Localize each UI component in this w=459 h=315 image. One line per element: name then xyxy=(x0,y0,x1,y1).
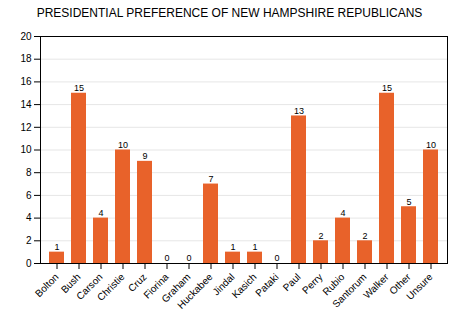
svg-text:Rubio: Rubio xyxy=(320,271,347,298)
svg-text:Walker: Walker xyxy=(361,271,391,301)
svg-text:4: 4 xyxy=(98,208,103,218)
svg-text:Perry: Perry xyxy=(300,271,325,296)
svg-text:16: 16 xyxy=(20,76,32,87)
svg-text:0: 0 xyxy=(274,253,279,263)
svg-text:Cruz: Cruz xyxy=(126,271,149,294)
svg-text:15: 15 xyxy=(382,83,392,93)
svg-text:1: 1 xyxy=(54,242,59,252)
svg-text:Graham: Graham xyxy=(159,271,193,305)
svg-text:9: 9 xyxy=(142,151,147,161)
svg-text:4: 4 xyxy=(26,212,32,223)
svg-text:2: 2 xyxy=(362,231,367,241)
svg-text:12: 12 xyxy=(20,122,32,133)
svg-text:0: 0 xyxy=(26,258,32,269)
svg-text:4: 4 xyxy=(340,208,345,218)
svg-text:Santorum: Santorum xyxy=(330,271,369,310)
svg-text:14: 14 xyxy=(20,99,32,110)
svg-text:0: 0 xyxy=(164,253,169,263)
svg-text:18: 18 xyxy=(20,53,32,64)
svg-text:2: 2 xyxy=(26,235,32,246)
svg-text:1: 1 xyxy=(252,242,257,252)
svg-text:Unsure: Unsure xyxy=(404,271,435,302)
svg-text:Fiorina: Fiorina xyxy=(141,271,171,301)
svg-text:Carson: Carson xyxy=(74,271,105,302)
svg-text:Kasich: Kasich xyxy=(230,271,259,300)
svg-text:Huckabee: Huckabee xyxy=(175,271,215,311)
svg-text:20: 20 xyxy=(20,31,32,42)
svg-text:1: 1 xyxy=(230,242,235,252)
svg-text:6: 6 xyxy=(26,190,32,201)
svg-text:8: 8 xyxy=(26,167,32,178)
svg-text:13: 13 xyxy=(294,106,304,116)
svg-text:Other: Other xyxy=(387,271,413,297)
svg-text:10: 10 xyxy=(118,140,128,150)
svg-text:10: 10 xyxy=(426,140,436,150)
svg-text:Paul: Paul xyxy=(281,271,303,293)
svg-text:2: 2 xyxy=(318,231,323,241)
svg-text:Pataki: Pataki xyxy=(253,271,280,298)
svg-text:7: 7 xyxy=(208,174,213,184)
svg-text:15: 15 xyxy=(74,83,84,93)
svg-text:Christie: Christie xyxy=(95,271,127,303)
svg-text:Bolton: Bolton xyxy=(33,271,61,299)
svg-text:Jindal: Jindal xyxy=(210,271,237,298)
svg-text:0: 0 xyxy=(186,253,191,263)
svg-text:5: 5 xyxy=(406,197,411,207)
html-text:PRESIDENTIAL PREFERENCE OF NEW: PRESIDENTIAL PREFERENCE OF NEW HAMPSHIRE… xyxy=(36,6,423,20)
svg-text:10: 10 xyxy=(20,144,32,155)
svg-text:Bush: Bush xyxy=(58,271,83,296)
